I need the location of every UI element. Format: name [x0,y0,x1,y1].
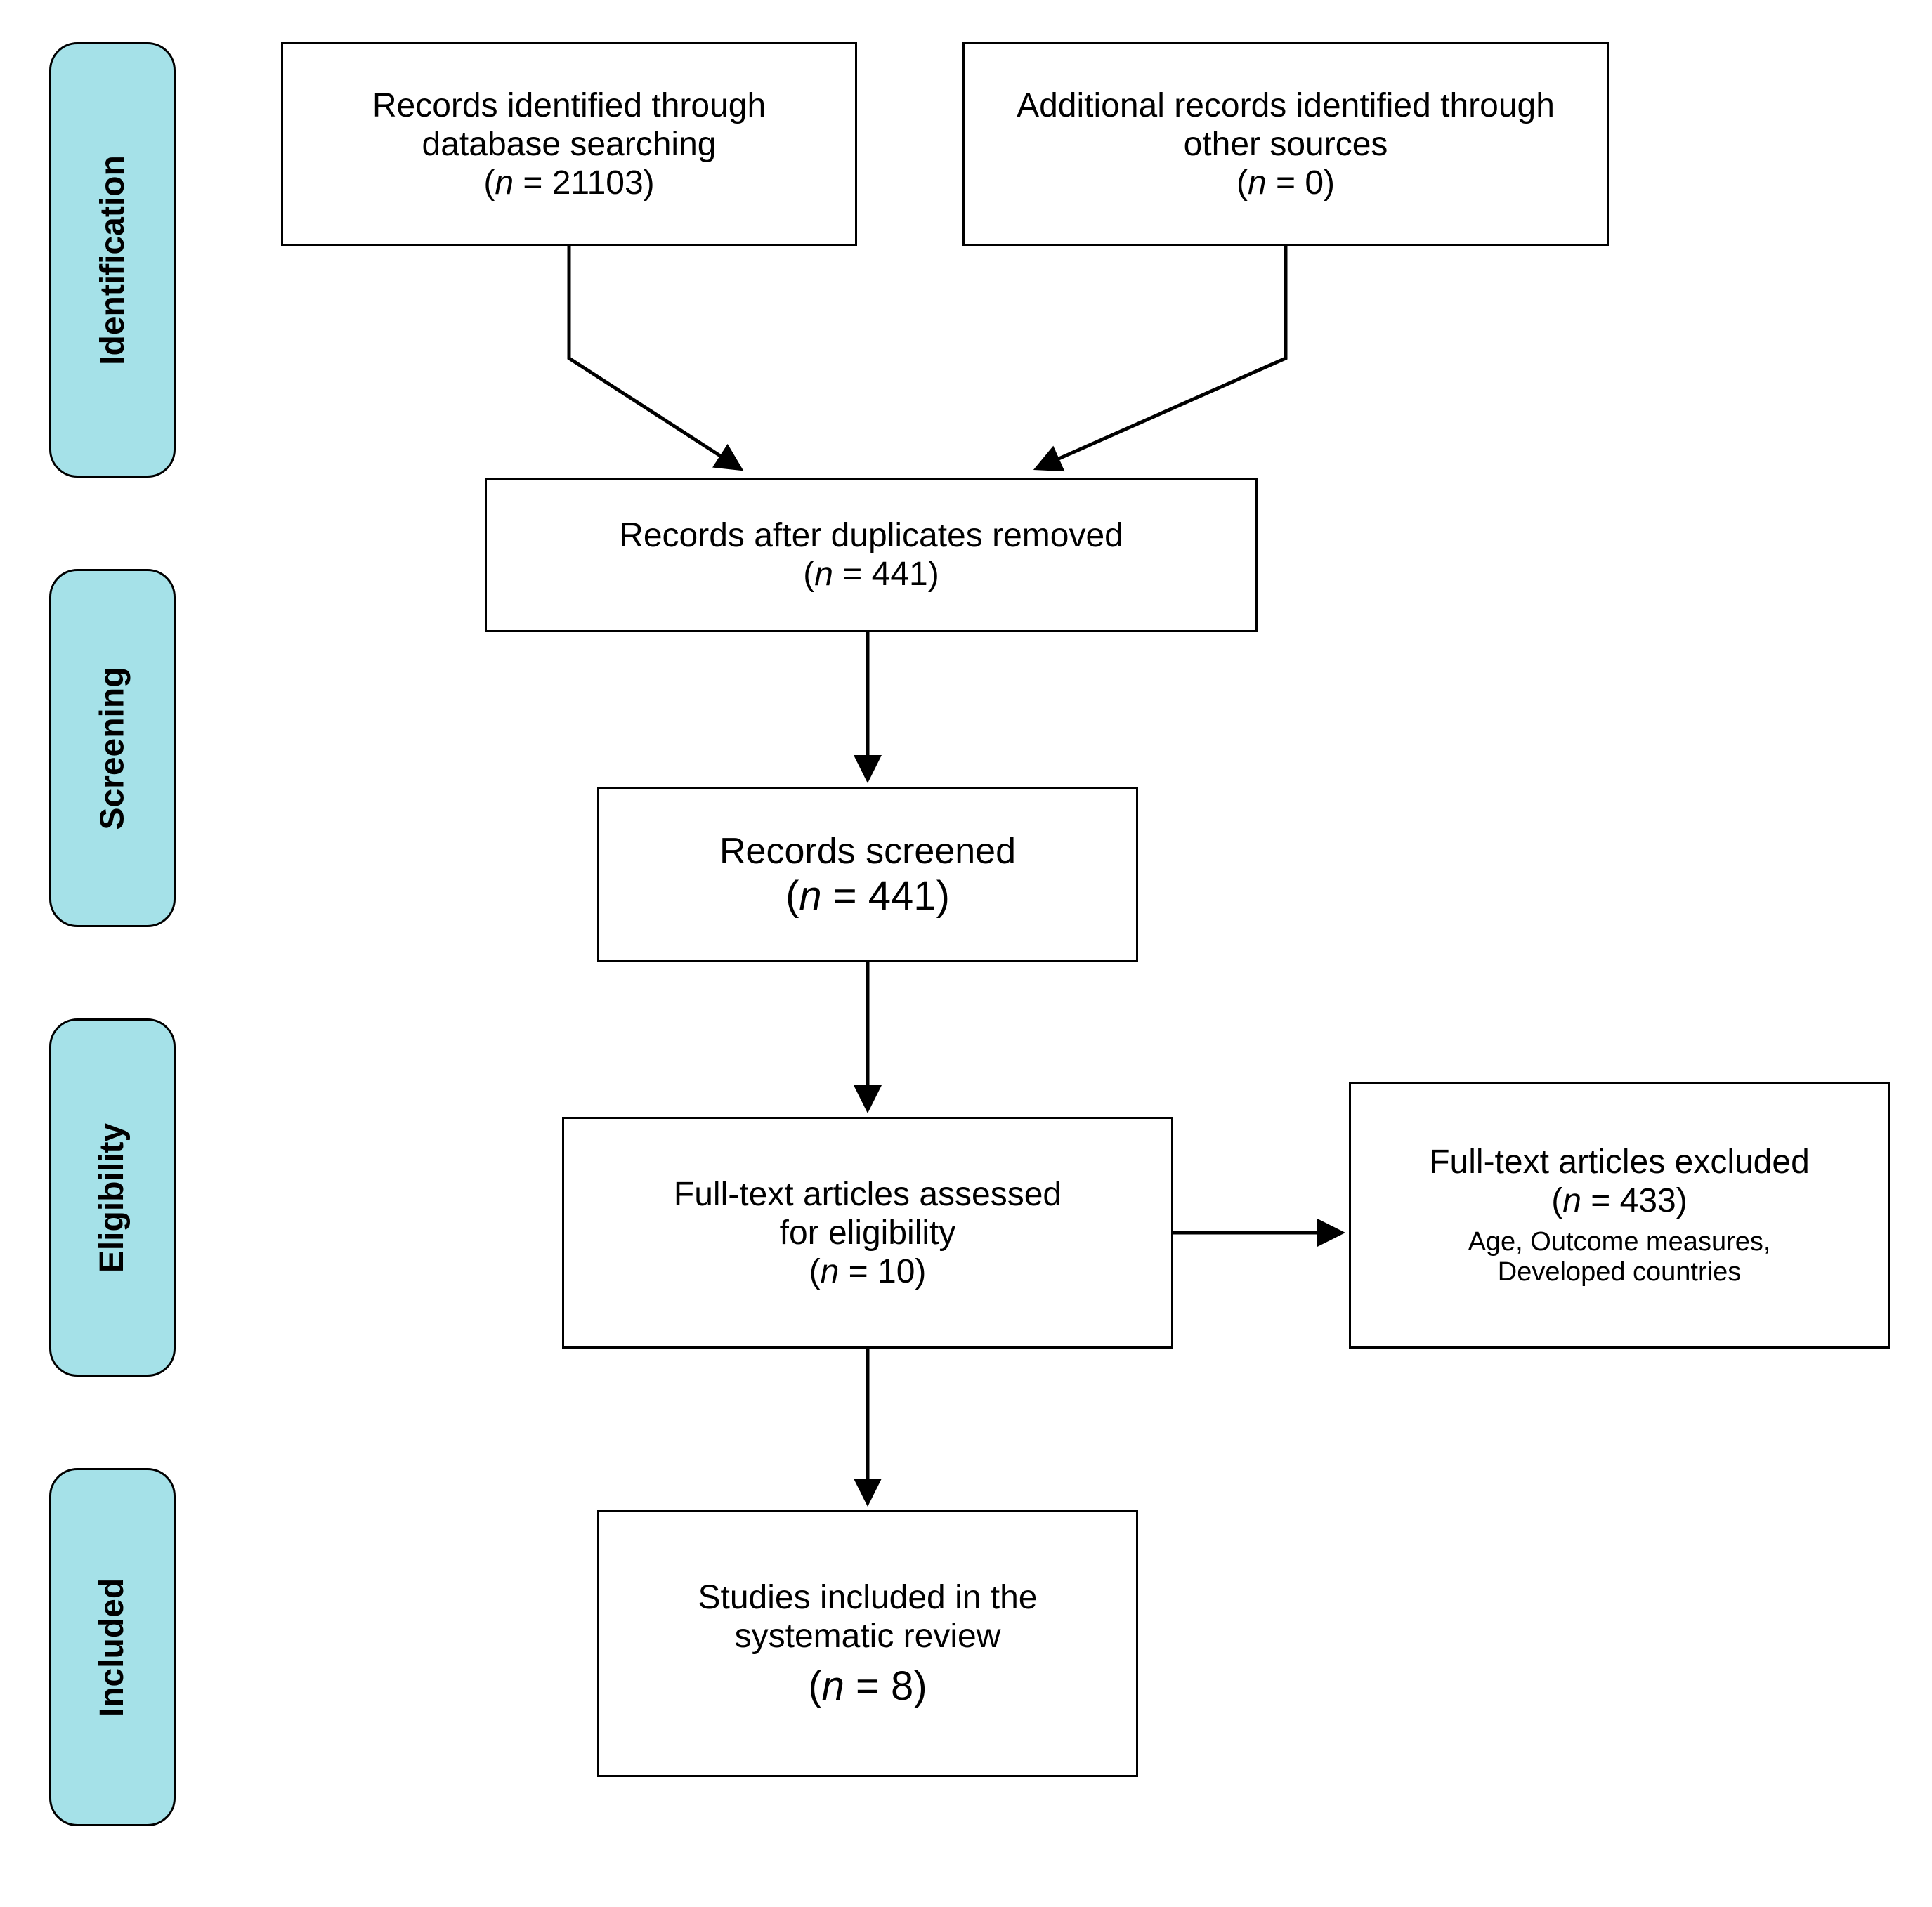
box-screened: Records screened (n = 441) [597,787,1138,962]
arrow-other-to-dup [1040,246,1286,467]
prisma-flowchart: Identification Screening Eligibility Inc… [0,0,1932,1907]
box-fulltext-excluded-note2: Developed countries [1498,1257,1741,1287]
box-fulltext-assessed-line1: Full-text articles assessed [674,1175,1062,1214]
box-fulltext-excluded-note1: Age, Outcome measures, [1468,1227,1771,1257]
phase-identification-label: Identification [93,155,132,365]
phase-identification: Identification [49,42,176,478]
box-fulltext-excluded-n: (n = 433) [1551,1181,1687,1220]
box-db-search-line2: database searching [422,125,717,164]
box-screened-line1: Records screened [719,830,1016,872]
box-fulltext-assessed-line2: for eligibility [780,1214,956,1252]
box-after-dup-line1: Records after duplicates removed [619,516,1123,555]
box-db-search-line1: Records identified through [372,86,766,125]
box-included-line1: Studies included in the [698,1578,1038,1617]
phase-eligibility: Eligibility [49,1018,176,1377]
phase-screening-label: Screening [93,667,132,830]
box-fulltext-excluded-line1: Full-text articles excluded [1429,1143,1810,1181]
box-other-sources-n: (n = 0) [1236,164,1335,202]
box-after-dup-n: (n = 441) [803,555,939,594]
phase-screening: Screening [49,569,176,927]
box-fulltext-assessed: Full-text articles assessed for eligibil… [562,1117,1173,1349]
box-included-line2: systematic review [735,1617,1001,1656]
box-included-n: (n = 8) [808,1663,927,1710]
box-other-sources-line1: Additional records identified through [1017,86,1555,125]
box-included-studies: Studies included in the systematic revie… [597,1510,1138,1777]
box-fulltext-assessed-n: (n = 10) [809,1252,927,1291]
box-other-sources: Additional records identified through ot… [962,42,1609,246]
phase-eligibility-label: Eligibility [93,1122,132,1272]
arrow-db-to-dup [569,246,738,467]
box-after-dup: Records after duplicates removed (n = 44… [485,478,1258,632]
box-screened-n: (n = 441) [785,872,950,919]
phase-included-label: Included [93,1578,132,1716]
box-fulltext-excluded: Full-text articles excluded (n = 433) Ag… [1349,1082,1890,1349]
box-db-search: Records identified through database sear… [281,42,857,246]
box-other-sources-line2: other sources [1184,125,1388,164]
box-db-search-n: (n = 21103) [483,164,654,202]
phase-included: Included [49,1468,176,1826]
